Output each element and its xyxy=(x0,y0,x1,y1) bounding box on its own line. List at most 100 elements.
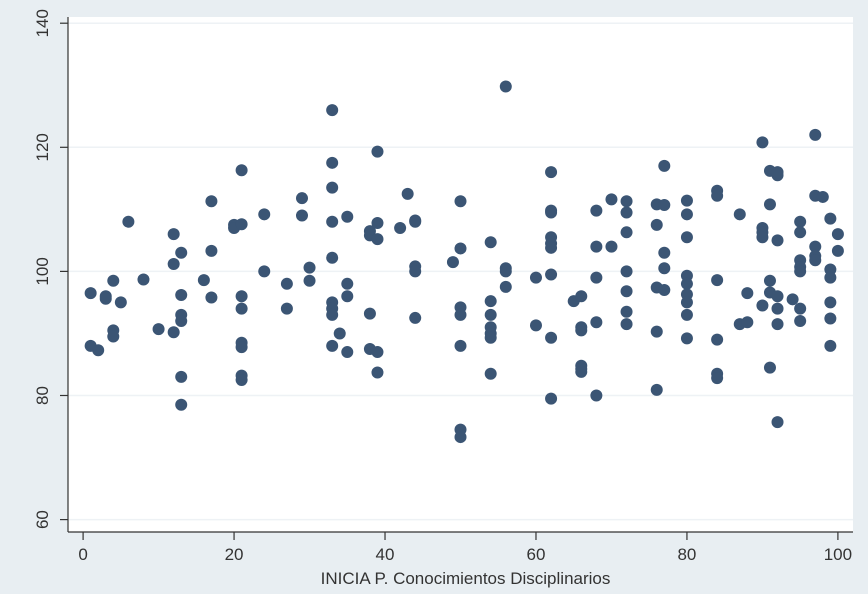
data-point xyxy=(258,265,271,278)
data-point xyxy=(620,226,633,239)
data-point xyxy=(605,240,618,253)
data-point xyxy=(794,226,807,239)
plot-area xyxy=(68,17,853,532)
data-point xyxy=(741,316,754,329)
data-point xyxy=(529,271,542,284)
data-point xyxy=(771,318,784,331)
data-point xyxy=(620,285,633,298)
data-point xyxy=(816,190,829,203)
data-point xyxy=(658,199,671,212)
y-tick-label: 100 xyxy=(33,257,52,285)
data-point xyxy=(545,268,558,281)
data-point xyxy=(167,228,180,241)
data-point xyxy=(763,198,776,211)
data-point xyxy=(711,333,724,346)
data-point xyxy=(371,366,384,379)
data-point xyxy=(590,316,603,329)
data-point xyxy=(197,274,210,287)
data-point xyxy=(122,215,135,228)
data-points xyxy=(84,80,844,444)
data-point xyxy=(175,398,188,411)
data-point xyxy=(658,262,671,275)
data-point xyxy=(326,181,339,194)
data-point xyxy=(371,233,384,246)
data-point xyxy=(363,307,376,320)
data-point xyxy=(575,365,588,378)
x-axis-label: INICIA P. Conocimientos Disciplinarios xyxy=(321,569,611,588)
data-point xyxy=(794,215,807,228)
data-point xyxy=(824,271,837,284)
data-point xyxy=(680,332,693,345)
data-point xyxy=(280,302,293,315)
data-point xyxy=(454,339,467,352)
data-point xyxy=(499,265,512,278)
data-point xyxy=(205,195,218,208)
data-point xyxy=(326,215,339,228)
data-point xyxy=(409,215,422,228)
data-point xyxy=(152,323,165,336)
data-point xyxy=(809,254,822,267)
data-point xyxy=(295,209,308,222)
data-point xyxy=(771,290,784,303)
data-point xyxy=(794,265,807,278)
data-point xyxy=(711,189,724,202)
data-point xyxy=(371,217,384,229)
y-tick-label: 60 xyxy=(33,510,52,529)
data-point xyxy=(650,218,663,231)
data-point xyxy=(824,296,837,309)
data-point xyxy=(733,208,746,221)
data-point xyxy=(545,331,558,344)
data-point xyxy=(620,318,633,331)
data-point xyxy=(756,231,769,244)
data-point xyxy=(809,240,822,253)
x-tick-label: 60 xyxy=(527,545,546,564)
data-point xyxy=(341,346,354,359)
data-point xyxy=(590,240,603,253)
data-point xyxy=(756,299,769,312)
data-point xyxy=(175,246,188,259)
data-point xyxy=(235,218,248,231)
data-point xyxy=(341,290,354,303)
data-point xyxy=(620,195,633,208)
data-point xyxy=(711,274,724,287)
data-point xyxy=(484,308,497,321)
data-point xyxy=(756,136,769,149)
data-point xyxy=(454,242,467,255)
data-point xyxy=(484,236,497,249)
data-point xyxy=(175,288,188,301)
data-point xyxy=(454,431,467,444)
data-point xyxy=(175,370,188,383)
data-point xyxy=(235,373,248,386)
data-point xyxy=(771,166,784,179)
data-point xyxy=(711,372,724,385)
data-point xyxy=(280,277,293,290)
y-tick-label: 120 xyxy=(33,133,52,161)
data-point xyxy=(650,383,663,396)
x-tick-label: 40 xyxy=(376,545,395,564)
data-point xyxy=(446,256,459,269)
data-point xyxy=(545,241,558,254)
data-point xyxy=(620,265,633,278)
data-point xyxy=(658,246,671,259)
data-point xyxy=(454,195,467,208)
data-point xyxy=(824,339,837,352)
x-tick-label: 100 xyxy=(824,545,852,564)
data-point xyxy=(545,166,558,179)
data-point xyxy=(771,234,784,247)
data-point xyxy=(771,302,784,315)
data-point xyxy=(235,302,248,315)
data-point xyxy=(295,192,308,205)
data-point xyxy=(303,261,316,274)
data-point xyxy=(680,231,693,244)
data-point xyxy=(831,244,844,257)
data-point xyxy=(680,208,693,221)
data-point xyxy=(84,287,97,300)
data-point xyxy=(371,346,384,359)
data-point xyxy=(341,277,354,290)
data-point xyxy=(680,277,693,290)
data-point xyxy=(794,302,807,315)
data-point xyxy=(326,104,339,117)
data-point xyxy=(107,274,120,287)
data-point xyxy=(545,392,558,405)
data-point xyxy=(680,194,693,207)
